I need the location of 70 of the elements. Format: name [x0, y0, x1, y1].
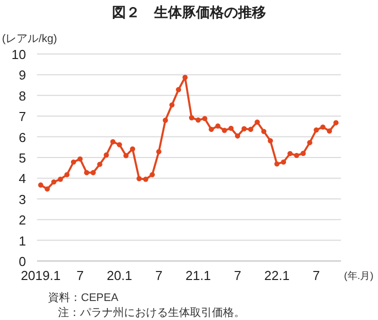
point: [110, 139, 116, 144]
y-tick-label: 0: [18, 254, 26, 269]
point: [58, 176, 63, 182]
x-tick-label: 2019.1: [20, 268, 61, 283]
point: [90, 170, 96, 176]
y-tick-label: 5: [18, 150, 26, 166]
point: [150, 172, 155, 178]
point: [274, 161, 280, 167]
point: [242, 126, 247, 132]
y-tick-label: 10: [12, 47, 26, 62]
point: [248, 126, 254, 132]
x-tick-label: 7: [234, 268, 242, 283]
point: [130, 146, 136, 152]
y-tick-label: 2: [18, 212, 26, 228]
point: [326, 128, 332, 134]
point: [234, 133, 240, 139]
point: [169, 102, 175, 108]
y-tick-label: 3: [18, 192, 26, 207]
chart-title: 図２ 生体豚価格の推移: [112, 4, 266, 20]
point: [280, 159, 286, 165]
x-axis-title: (年.月): [344, 270, 374, 282]
point: [287, 150, 293, 156]
point: [254, 120, 260, 125]
point: [300, 150, 306, 156]
point: [320, 124, 326, 130]
point: [261, 128, 266, 134]
y-tick-label: 4: [18, 171, 26, 186]
y-axis-title: (レアル/kg): [2, 33, 57, 45]
point: [307, 140, 312, 146]
point: [202, 116, 208, 122]
point: [84, 170, 90, 176]
point: [182, 74, 188, 80]
point: [208, 126, 214, 132]
y-tick-label: 7: [18, 109, 26, 124]
point: [77, 156, 83, 162]
point: [162, 118, 168, 123]
text: 注：パラナ州における生体取引価格。: [58, 306, 245, 319]
point: [189, 115, 194, 120]
point: [97, 162, 102, 167]
x-tick-label: 20.1: [106, 268, 132, 283]
point: [70, 159, 76, 165]
point: [268, 138, 273, 144]
text: 資料：CEPEA: [48, 291, 119, 304]
point: [294, 152, 300, 158]
point: [123, 153, 129, 158]
y-tick-label: 6: [18, 130, 26, 145]
point: [44, 186, 50, 192]
point: [333, 120, 339, 126]
point: [116, 142, 122, 148]
y-tick-label: 8: [18, 88, 26, 104]
y-tick-label: 9: [18, 68, 26, 83]
point: [136, 176, 142, 182]
point: [215, 123, 220, 129]
point: [196, 117, 201, 123]
x-tick-label: 7: [76, 268, 84, 283]
point: [176, 87, 182, 92]
point: [143, 176, 148, 182]
point: [156, 149, 162, 154]
x-tick-label: 22.1: [264, 268, 290, 283]
point: [314, 127, 319, 133]
point: [51, 179, 56, 185]
point: [38, 182, 44, 188]
y-tick-label: 1: [18, 233, 26, 248]
x-tick-label: 7: [312, 268, 320, 283]
x-tick-label: 21.1: [186, 268, 211, 283]
point: [104, 152, 109, 158]
x-tick-label: 7: [155, 268, 162, 283]
point: [222, 128, 228, 133]
point: [64, 172, 70, 178]
point: [228, 126, 234, 131]
